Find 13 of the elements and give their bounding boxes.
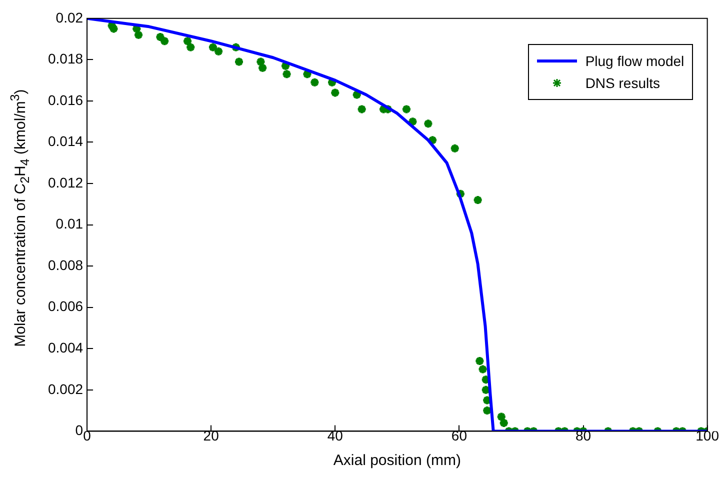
y-tick-label: 0.002 bbox=[48, 380, 84, 397]
y-tick-label: 0.012 bbox=[48, 174, 84, 190]
y-tick-label: 0.014 bbox=[48, 133, 84, 150]
y-tick-label: 0.016 bbox=[48, 92, 84, 108]
legend-label: Plug flow model bbox=[585, 53, 684, 70]
y-tick-label: 0.02 bbox=[56, 9, 84, 26]
y-tick-label: 0.018 bbox=[48, 50, 84, 67]
legend-label: DNS results bbox=[585, 75, 660, 92]
y-tick-label: 0.004 bbox=[48, 340, 84, 356]
y-tick-label: 0.008 bbox=[48, 256, 84, 273]
y-tick-label: 0.01 bbox=[56, 216, 84, 232]
y-tick-label: 0.006 bbox=[48, 298, 84, 314]
x-axis-title: Axial position (mm) bbox=[333, 452, 461, 470]
